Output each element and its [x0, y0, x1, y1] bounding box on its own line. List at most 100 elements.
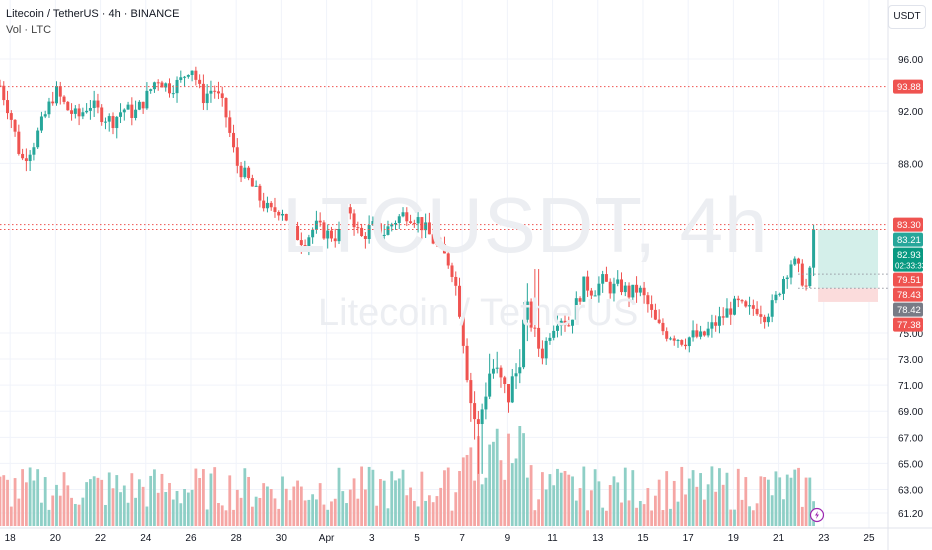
candle-body	[62, 96, 66, 102]
candle-body	[627, 285, 631, 298]
candle-body	[367, 225, 371, 239]
volume-bar	[785, 474, 789, 526]
volume-bar	[646, 488, 650, 526]
volume-bar	[563, 470, 567, 526]
volume-bar	[333, 498, 337, 526]
candle-body	[171, 93, 175, 95]
candle-body	[194, 70, 198, 80]
candle-body	[333, 238, 337, 242]
candle-body	[201, 83, 205, 104]
volume-bar	[488, 444, 492, 526]
volume-bar	[443, 470, 446, 526]
volume-bar	[43, 477, 47, 526]
volume-bar	[695, 486, 699, 526]
volume-bar	[503, 479, 507, 526]
candle-body	[88, 107, 92, 111]
candle-body	[145, 90, 149, 109]
candle-body	[348, 207, 352, 214]
candle-body	[793, 258, 797, 265]
time-tick-label: 25	[863, 533, 875, 544]
volume-bar	[21, 469, 24, 526]
volume-bar	[706, 484, 710, 526]
volume-bar	[574, 500, 578, 526]
candle-body	[751, 305, 755, 309]
candle-body	[484, 396, 488, 410]
price-badge-label: 79.51	[897, 275, 921, 286]
price-badge	[893, 79, 923, 94]
volume-bar	[213, 467, 217, 526]
volume-bar	[164, 492, 168, 526]
candle-body	[578, 298, 582, 302]
volume-bar	[405, 495, 409, 526]
volume-bar	[0, 476, 2, 526]
volume-bar	[232, 509, 235, 526]
candle-body	[356, 227, 360, 229]
volume-bar	[778, 477, 782, 526]
volume-bar	[684, 494, 687, 526]
volume-bar	[6, 479, 9, 526]
price-tick-label: 71.00	[898, 381, 923, 392]
candle-body	[296, 225, 300, 241]
volume-bar	[612, 476, 616, 526]
volume-bar	[224, 510, 228, 526]
price-badge	[893, 272, 923, 287]
candle-body	[721, 316, 725, 318]
volume-bar	[552, 485, 556, 526]
candle-body	[488, 373, 492, 397]
currency-button[interactable]: USDT	[888, 5, 926, 29]
candle-body	[224, 98, 228, 118]
candle-body	[115, 116, 119, 129]
volume-bar	[258, 497, 262, 526]
volume-bar	[638, 501, 642, 526]
volume-bar	[514, 458, 518, 526]
candle-body	[198, 79, 202, 84]
price-badge-label: 77.38	[897, 320, 921, 331]
volume-bar	[209, 473, 213, 526]
candle-body	[555, 325, 559, 331]
volume-bar	[608, 485, 612, 526]
volume-bar	[311, 494, 315, 526]
volume-bar	[495, 428, 499, 526]
volume-bar	[680, 466, 684, 526]
candle-body	[563, 320, 567, 326]
volume-bar	[89, 479, 92, 526]
volume-bar	[115, 475, 119, 526]
volume-bar	[623, 467, 627, 526]
candle-body	[514, 373, 518, 377]
candle-body	[661, 322, 665, 332]
candle-body	[544, 340, 548, 359]
candle-body	[36, 130, 40, 148]
volume-bar	[782, 499, 785, 526]
candle-body	[665, 331, 669, 339]
candle-body	[179, 77, 183, 80]
volume-bar	[100, 479, 104, 526]
volume-bar	[70, 497, 73, 526]
volume-bar	[774, 471, 778, 526]
volume-bar	[235, 489, 239, 526]
volume-bar	[66, 485, 70, 526]
volume-bar	[507, 433, 510, 526]
volume-bar	[571, 476, 574, 526]
candle-body	[190, 70, 194, 76]
price-tick-label: 65.00	[898, 459, 923, 470]
volume-bar	[228, 475, 232, 526]
candle-body	[495, 367, 499, 369]
candle-body	[620, 279, 623, 293]
volume-bar	[654, 495, 657, 526]
volume-bar	[348, 489, 352, 526]
candle-body	[247, 167, 251, 179]
candle-body	[24, 158, 28, 162]
candle-body	[262, 200, 266, 209]
volume-bar	[409, 487, 412, 526]
volume-bar	[616, 482, 620, 526]
symbol-title: Litecoin / TetherUS · 4h · BINANCE	[6, 8, 180, 20]
volume-bar	[367, 466, 371, 526]
candle-body	[168, 83, 171, 94]
time-tick-label: 15	[637, 533, 649, 544]
price-tick-label: 88.00	[898, 159, 923, 170]
volume-bar	[17, 498, 21, 526]
volume-bar	[13, 478, 17, 526]
candle-body	[277, 211, 281, 216]
candle-body	[499, 367, 503, 378]
